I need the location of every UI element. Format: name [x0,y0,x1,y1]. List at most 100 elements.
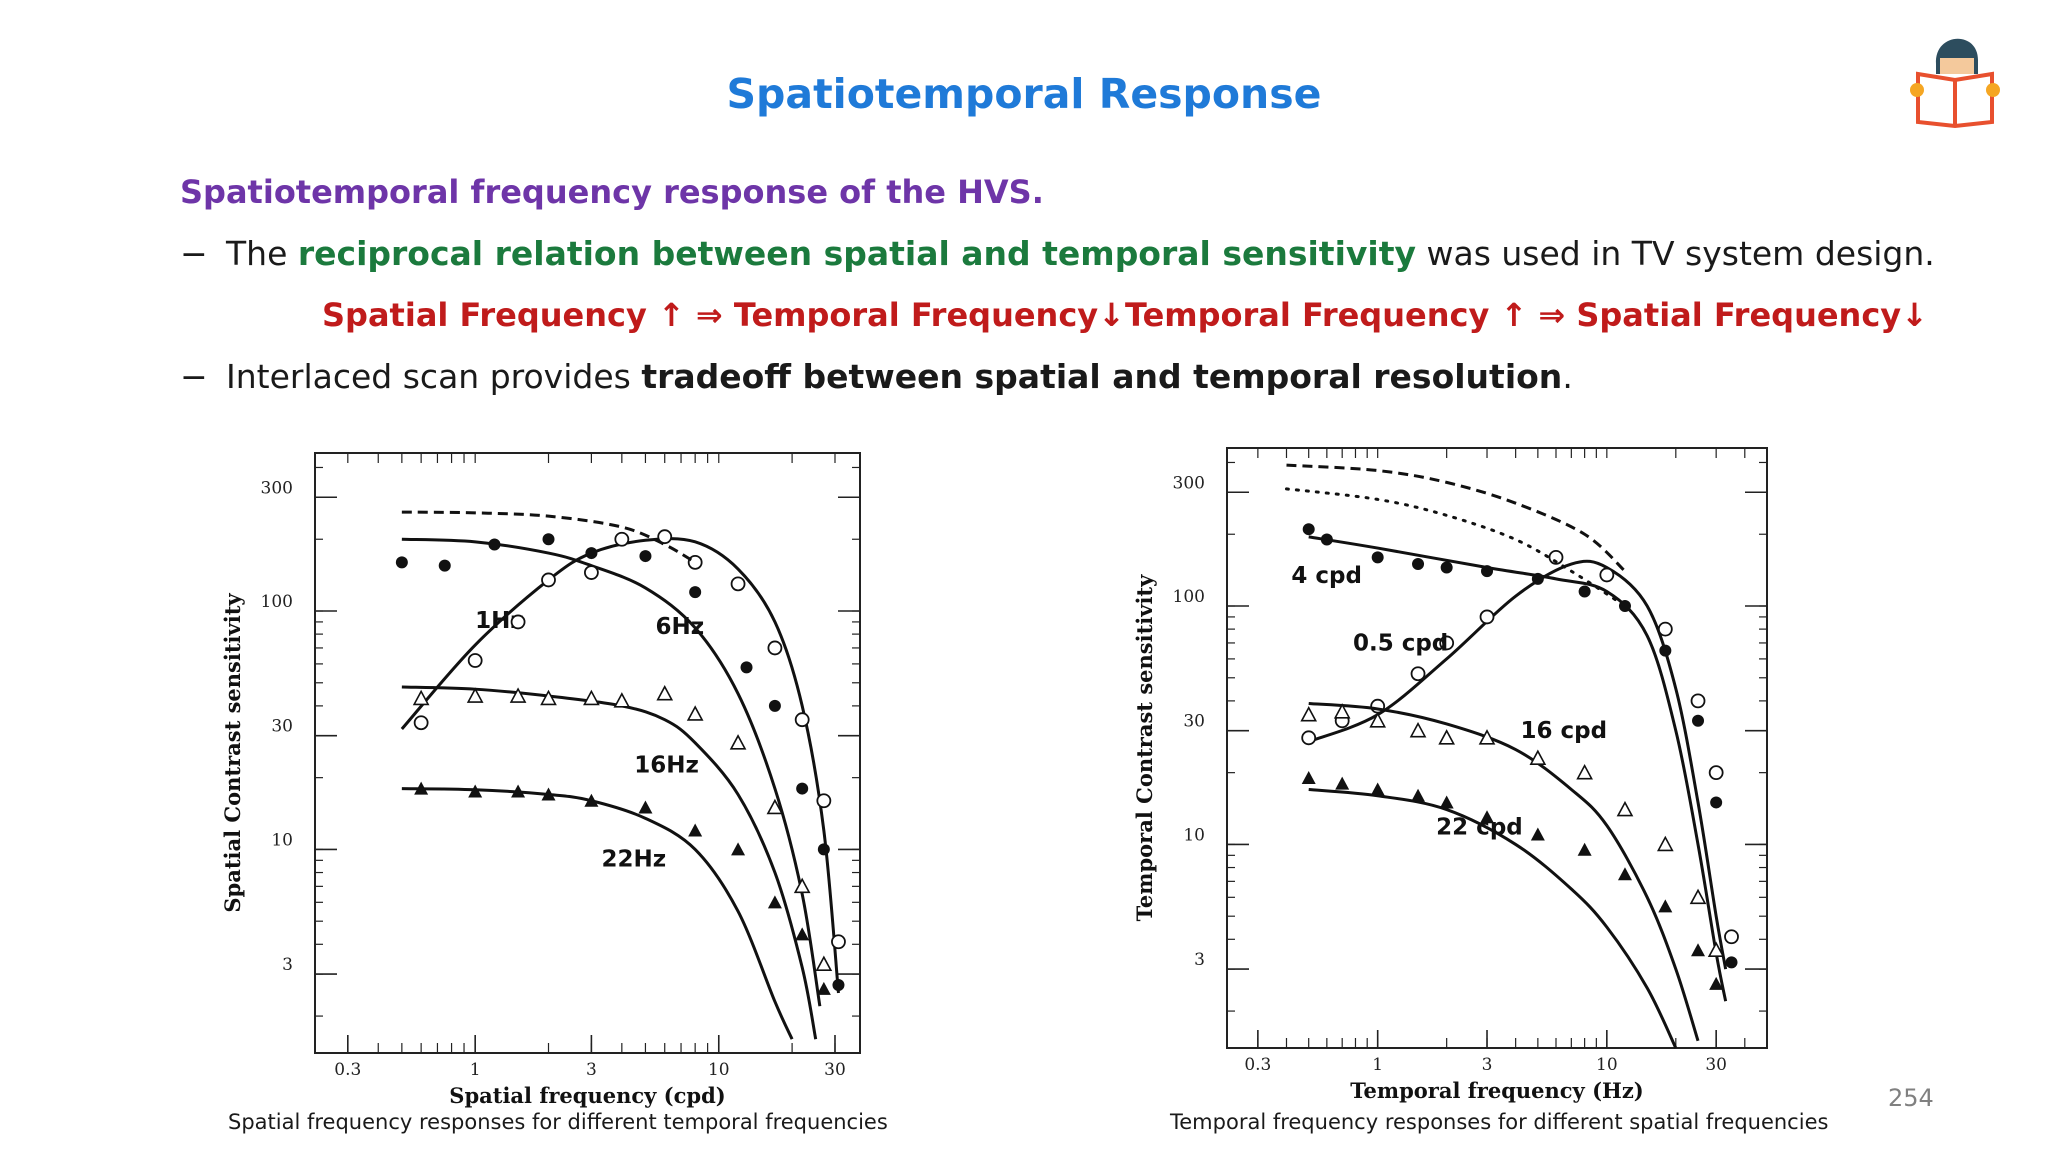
16hz-point [729,734,747,750]
22hz-point [511,784,526,798]
caption-spatial-chart: Spatial frequency responses for differen… [228,1110,888,1134]
22hz-point [795,927,810,941]
22-cpd-point [1335,776,1350,790]
22-cpd-point [1577,842,1592,856]
22-cpd-point [1439,795,1454,809]
caption-temporal-chart: Temporal frequency responses for differe… [1170,1110,1829,1134]
1hz-point [796,782,809,795]
y-axis-label: Spatial Contrast sensitivity [220,593,245,913]
temporal-frequency-chart: 0.3 1 3 10 30 3 10 30 100 300 Temporal frequency (… [1132,447,1768,1103]
6hz-line [400,537,840,994]
16hz-point [686,705,704,721]
4-cpd-point [1725,956,1738,969]
1hz-point [689,586,702,599]
plot-frame [1226,447,1768,1049]
6hz-point [510,614,526,630]
spatial-frequency-chart: 0.3 1 3 10 30 3 10 30 100 300 Spatial frequency (c… [220,452,861,1108]
y-tick-label: 300 [261,478,293,498]
6hz-point [413,715,429,731]
22hz-point [688,823,703,837]
y-tick-label: 100 [1173,587,1205,607]
relation-spatial-to-temporal: Spatial Frequency ↑ ⇒ Temporal Frequency… [322,296,1125,334]
16-cpd-point [1656,835,1674,852]
0-5-cpd-point [1708,765,1724,781]
page-number: 254 [1888,1084,1934,1112]
22-cpd-point [1658,899,1673,913]
16hz-point [412,689,430,706]
y-tick-label: 10 [1183,825,1205,845]
22-cpd-line [1308,787,1678,1049]
4-cpd-point [1578,585,1591,598]
22-cpd-point [1411,788,1426,802]
22-cpd-point [1691,943,1706,957]
bullet-reciprocal: − The reciprocal relation between spatial… [180,234,1935,273]
1hz-line [401,537,822,1007]
y-tick-label: 300 [1173,473,1205,493]
x-tick-label: 3 [586,1060,597,1080]
y-tick-label: 30 [1183,712,1205,732]
22hz-point [731,842,746,856]
x-tick-label: 1 [470,1060,481,1080]
series-label-4-cpd: 4 cpd [1291,563,1362,589]
1hz-point [817,843,830,856]
reader-book-icon [1900,22,2010,132]
6hz-point [584,565,599,580]
16-cpd-point [1529,749,1547,765]
16hz-line [401,685,818,1040]
16hz-point [466,687,484,703]
x-tick-label: 10 [708,1060,730,1080]
x-axis-label: Spatial frequency (cpd) [449,1083,725,1108]
6hz-point [541,572,556,588]
22hz-point [816,981,831,995]
plot-frame [314,452,861,1054]
4-cpd-point [1302,523,1315,536]
y-tick-label: 10 [271,830,293,850]
16hz-point [509,687,527,703]
dotted-curve-line [1284,487,1627,608]
6hz-point [816,793,832,809]
0-5-cpd-point [1548,549,1564,565]
4-cpd-line [1308,535,1728,1002]
series-label-22hz: 22Hz [601,846,666,872]
22-cpd-point [1530,827,1545,841]
x-tick-label: 3 [1482,1055,1493,1075]
6hz-point [657,529,673,545]
1hz-point [542,533,555,546]
1hz-point [438,559,451,572]
4-cpd-point [1710,796,1723,809]
22-cpd-point [1301,770,1316,784]
22-cpd-point [1480,810,1495,824]
bullet-text: The [226,234,298,273]
4-cpd-point [1440,561,1453,574]
series-label-22-cpd: 22 cpd [1436,815,1523,841]
22-cpd-point [1709,976,1724,990]
4-cpd-point [1412,558,1425,571]
16-cpd-point [1438,729,1456,745]
16-cpd-point [1369,712,1387,728]
series-label-16-cpd: 16 cpd [1520,718,1607,744]
22hz-point [414,781,429,795]
16hz-point [540,689,557,706]
0-5-cpd-point [1439,635,1455,651]
16-cpd-point [1576,763,1593,780]
4-cpd-point [1371,551,1384,564]
0-5-cpd-point [1410,666,1426,682]
16-cpd-point [1409,721,1427,738]
x-tick-label: 0.3 [1244,1055,1271,1075]
0-5-cpd-point [1657,621,1673,637]
bullet-text: was used in TV system design. [1416,234,1935,273]
6hz-point [767,640,783,656]
1hz-point [768,699,781,712]
subheading: Spatiotemporal frequency response of the… [180,173,1044,211]
0-5-cpd-point [1599,567,1615,583]
6hz-point [831,934,846,950]
16-cpd-point [1689,888,1707,905]
bullet-text: . [1562,357,1573,396]
16-cpd-point [1300,706,1318,722]
y-tick-label: 30 [271,717,293,737]
1hz-point [488,538,501,551]
16-cpd-line [1308,702,1700,1042]
22-cpd-point [1617,867,1632,881]
series-label-16hz: 16Hz [634,753,699,779]
16hz-point [656,685,674,701]
